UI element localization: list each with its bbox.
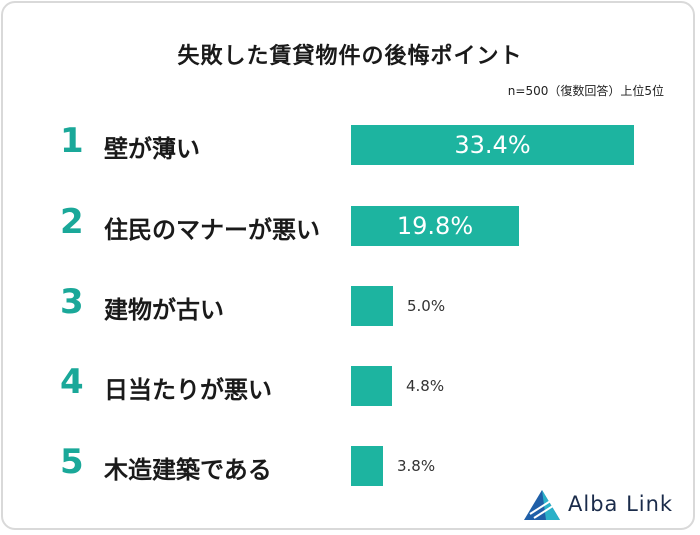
bar (351, 366, 392, 406)
value-label: 3.8% (397, 457, 436, 475)
category-label: 日当たりが悪い (104, 376, 272, 404)
category-label: 住民のマナーが悪い (104, 216, 320, 244)
chart-row: 4 日当たりが悪い 4.8% (0, 362, 700, 426)
rank-number: 4 (60, 362, 84, 402)
chart-title: 失敗した賃貸物件の後悔ポイント (177, 44, 523, 69)
rank-number: 2 (60, 202, 84, 242)
chart-row: 3 建物が古い 5.0% (0, 282, 700, 346)
rank-number: 5 (60, 442, 84, 482)
value-label: 33.4% (454, 131, 531, 159)
bar (351, 446, 383, 486)
alba-link-logo-icon (524, 490, 560, 520)
rank-number: 3 (60, 282, 84, 322)
chart-row: 5 木造建築である 3.8% (0, 442, 700, 506)
bar (351, 286, 393, 326)
value-label: 19.8% (396, 212, 474, 240)
sample-note: n=500（復数回答）上位5位 (507, 84, 664, 98)
category-label: 建物が古い (104, 296, 224, 324)
category-label: 木造建築である (104, 456, 272, 484)
chart-row: 1 壁が薄い 33.4% (0, 121, 700, 185)
rank-number: 1 (60, 121, 84, 161)
logo-text: Alba Link (568, 492, 674, 516)
bar (351, 206, 519, 246)
value-label: 5.0% (407, 297, 446, 315)
value-label: 4.8% (406, 377, 445, 395)
chart-row: 2 住民のマナーが悪い 19.8% (0, 202, 700, 266)
brand-logo: Alba Link (522, 488, 682, 522)
category-label: 壁が薄い (104, 135, 200, 163)
bar (351, 125, 634, 165)
